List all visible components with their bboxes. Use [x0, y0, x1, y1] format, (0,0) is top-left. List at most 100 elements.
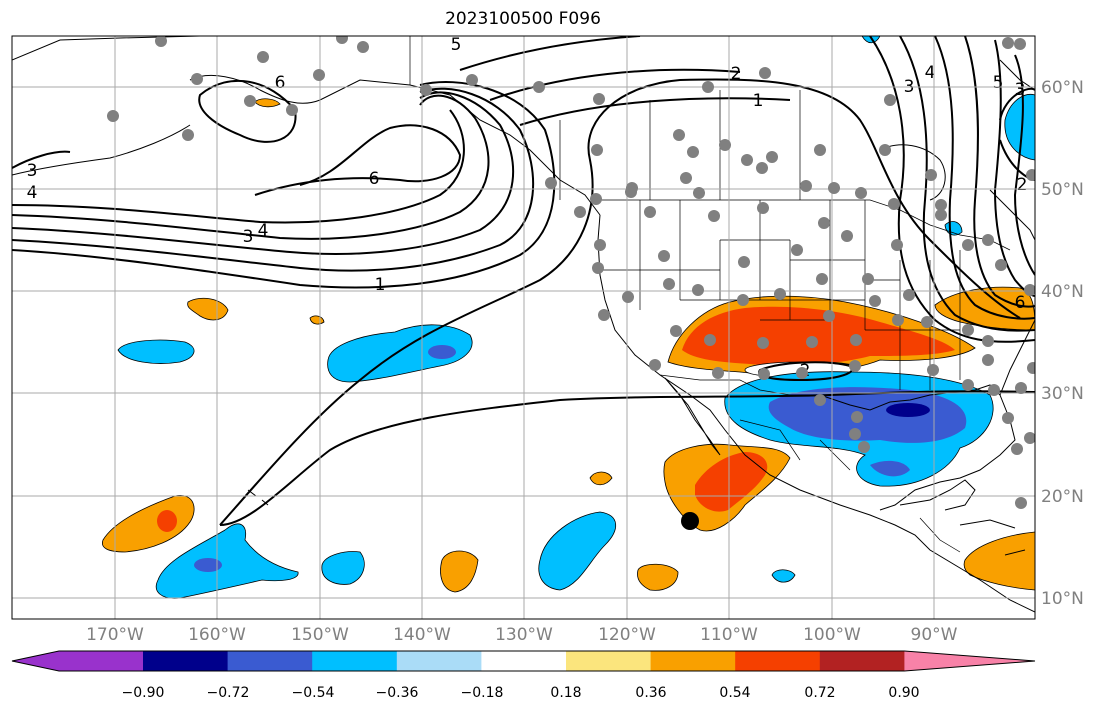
station-point	[592, 262, 604, 274]
station-point	[982, 335, 994, 347]
station-points	[107, 36, 1035, 509]
station-point	[737, 294, 749, 306]
lat-label: 20°N	[1041, 487, 1084, 507]
station-point	[850, 334, 862, 346]
contour-label: 3	[27, 161, 38, 181]
colorbar-tick-label: −0.54	[292, 685, 335, 701]
contour-2-texas	[758, 361, 854, 382]
station-point	[741, 154, 753, 166]
border-central-america	[919, 517, 961, 553]
contour-3-west	[12, 91, 515, 255]
contour-label: 6	[275, 73, 286, 93]
station-point	[862, 273, 874, 285]
station-point	[879, 144, 891, 156]
station-point	[155, 36, 167, 47]
colorbar-segment	[59, 651, 143, 671]
contour-label: 4	[925, 63, 936, 83]
negative-anomaly-gulf-south	[870, 460, 910, 477]
positive-anomaly-pacific-8	[589, 471, 613, 486]
station-point	[849, 428, 861, 440]
station-point	[962, 379, 974, 391]
contour-5-north	[459, 36, 641, 71]
lon-label: 150°W	[291, 625, 349, 645]
positive-anomaly-caribbean	[963, 531, 1035, 591]
positive-anomaly-pacific-small	[187, 297, 229, 321]
negative-anomaly-hawaii-core	[194, 558, 222, 572]
station-point	[892, 314, 904, 326]
negative-anomaly-pacific-1	[117, 339, 195, 364]
station-point	[858, 441, 870, 453]
lon-label: 160°W	[188, 625, 246, 645]
contour-label: 2	[1017, 175, 1028, 195]
station-point	[927, 364, 939, 376]
colorbar: −0.90 −0.72 −0.54 −0.36 −0.18 0.18 0.36 …	[11, 650, 1036, 701]
latitude-labels: 60°N 50°N 40°N 30°N 20°N 10°N	[1041, 78, 1084, 609]
station-point	[903, 289, 915, 301]
station-point	[818, 217, 830, 229]
gridlines	[12, 36, 1035, 619]
station-point	[574, 206, 586, 218]
coast-hudson	[879, 144, 946, 201]
negative-anomaly-pacific-3	[321, 551, 365, 585]
station-point	[1026, 169, 1035, 181]
colorbar-segment	[396, 651, 482, 671]
contour-east-2	[899, 36, 1035, 332]
lon-label: 120°W	[598, 625, 656, 645]
station-point	[921, 316, 933, 328]
contour-4-west	[12, 94, 490, 240]
lon-label: 100°W	[803, 625, 861, 645]
station-point	[719, 139, 731, 151]
station-point	[1002, 412, 1014, 424]
lat-label: 60°N	[1041, 78, 1084, 98]
contour-east-3	[934, 36, 1035, 320]
station-point	[1024, 284, 1035, 296]
colorbar-tick-labels: −0.90 −0.72 −0.54 −0.36 −0.18 0.18 0.36 …	[122, 685, 920, 701]
station-point	[869, 295, 881, 307]
station-point	[849, 360, 861, 372]
station-point	[107, 110, 119, 122]
colorbar-extend-high	[904, 651, 1035, 671]
colorbar-outline	[11, 650, 1036, 672]
coast-yucatan	[899, 479, 976, 511]
station-point	[336, 36, 348, 44]
colorbar-segment	[650, 651, 736, 671]
contour-5-west	[12, 109, 465, 224]
station-point	[702, 81, 714, 93]
station-point	[935, 209, 947, 221]
station-point	[823, 310, 835, 322]
station-point	[828, 182, 840, 194]
station-point	[1002, 37, 1014, 49]
contour-label: 3	[243, 227, 254, 247]
station-point	[841, 230, 853, 242]
station-point	[791, 244, 803, 256]
station-point	[888, 198, 900, 210]
contour-label: 6	[369, 169, 380, 189]
negative-anomaly-gulf-core	[886, 403, 930, 417]
colorbar-segment	[481, 651, 567, 671]
station-point	[622, 291, 634, 303]
positive-anomaly-alaska	[254, 98, 281, 108]
station-point	[962, 324, 974, 336]
station-point	[313, 69, 325, 81]
negative-anomaly-labrador	[1004, 93, 1035, 161]
colorbar-tick-label: 0.72	[804, 685, 835, 701]
colorbar-segment	[735, 651, 821, 671]
station-point	[962, 239, 974, 251]
colorbar-tick-label: 0.90	[888, 685, 919, 701]
map-title: 2023100500 F096	[445, 9, 601, 29]
positive-anomaly-pacific-6	[637, 563, 679, 591]
contour-6-alaska	[198, 79, 297, 143]
contour-2-north	[489, 68, 741, 101]
station-point	[855, 187, 867, 199]
station-point	[806, 336, 818, 348]
station-point	[988, 384, 1000, 396]
station-point	[357, 41, 369, 53]
coast-east	[999, 319, 1035, 396]
station-point	[712, 367, 724, 379]
station-point	[244, 95, 256, 107]
colorbar-tick-label: −0.72	[207, 685, 250, 701]
positive-anomaly-pacific-4	[440, 550, 479, 593]
colorbar-segment	[566, 651, 652, 671]
colorbar-tick-label: 0.18	[550, 685, 581, 701]
